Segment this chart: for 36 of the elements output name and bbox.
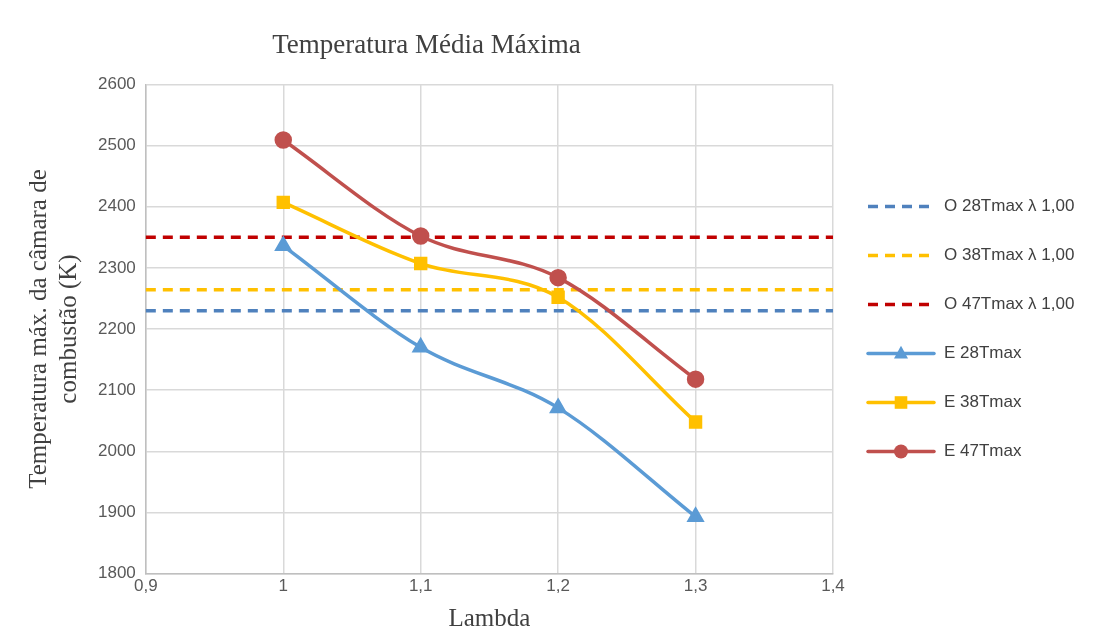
x-tick-label: 1,1: [408, 576, 433, 596]
y-tick-label: 2400: [97, 196, 136, 216]
y-tick-label: 2600: [97, 74, 136, 94]
point: [687, 507, 704, 522]
y-tick-label: 1900: [97, 502, 136, 522]
point: [549, 268, 567, 287]
chart-title: Temperatura Média Máxima: [272, 29, 581, 60]
y-tick-label: 2300: [97, 257, 136, 277]
y-axis-title: Temperatura máx. da câmara de combustão (K): [23, 169, 82, 489]
x-tick-label: 0,9: [134, 576, 158, 596]
y-tick-label: 1800: [97, 563, 136, 583]
legend-label: E 47Tmax: [944, 441, 1022, 461]
point: [411, 227, 430, 245]
legend-label: O 38Tmax λ 1,00: [944, 245, 1075, 265]
legend-label: E 38Tmax: [944, 392, 1022, 412]
point: [274, 131, 293, 149]
legend-label: O 28Tmax λ 1,00: [944, 196, 1075, 216]
x-axis-title: Lambda: [448, 603, 531, 631]
legend-label: E 28Tmax: [944, 343, 1022, 363]
x-tick-label: 1,3: [683, 576, 708, 596]
point: [412, 338, 429, 353]
x-tick-label: 1: [278, 576, 288, 596]
point: [413, 256, 428, 271]
point: [688, 415, 703, 429]
point: [550, 399, 566, 414]
y-tick-label: 2100: [97, 379, 136, 399]
point: [551, 290, 565, 304]
legend-label: O 47Tmax λ 1,00: [944, 294, 1075, 314]
point: [275, 237, 292, 252]
x-tick-label: 1,2: [546, 576, 570, 596]
y-tick-label: 2200: [97, 318, 136, 338]
x-tick-label: 1,4: [821, 576, 845, 596]
y-tick-label: 2500: [97, 135, 136, 155]
point: [686, 370, 705, 388]
point: [276, 195, 290, 210]
y-tick-label: 2000: [97, 440, 136, 460]
